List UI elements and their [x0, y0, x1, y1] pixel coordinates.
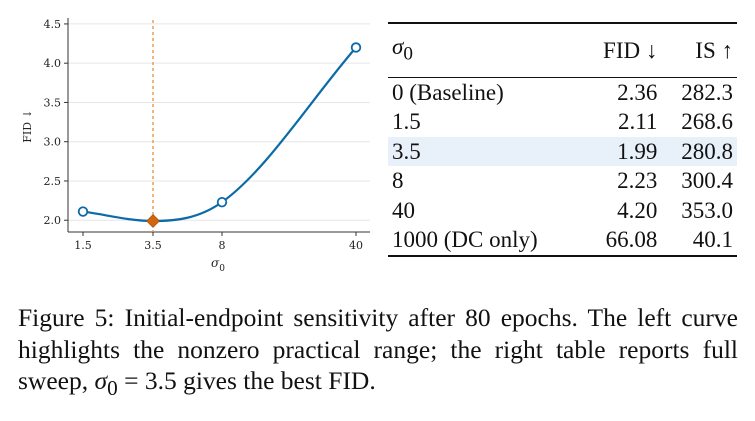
table-row: 0 (Baseline) 2.36 282.3	[388, 77, 737, 107]
header-is: IS ↑	[695, 37, 733, 63]
y-tick-label: 4.5	[44, 18, 62, 31]
caption-text: Figure 5: Initial-endpoint sensitivity a…	[18, 303, 745, 395]
gridlines	[68, 23, 370, 221]
cell-fid: 1.99	[582, 136, 662, 167]
y-tick-label: 3.5	[44, 96, 62, 109]
table-row-highlighted: 3.5 1.99 280.8	[388, 136, 737, 167]
axes: 2.0 2.5 3.0 3.5 4.0 4.5 1.5 3.5 8 40	[44, 18, 370, 252]
x-axis-label-subscript: 0	[219, 264, 225, 274]
cell-fid: 4.20	[617, 197, 658, 223]
caption-sigma: σ	[94, 366, 108, 395]
cell-sigma: 8	[392, 168, 404, 194]
caption-sigma-sub: 0	[107, 376, 118, 401]
cell-fid: 2.23	[617, 168, 658, 194]
data-points	[77, 42, 362, 228]
caption-text-end: gives the best FID.	[176, 366, 376, 395]
data-point-1.5	[77, 206, 89, 217]
cell-is: 268.6	[681, 109, 733, 135]
y-tick-label: 4.0	[44, 57, 62, 70]
header-fid: FID ↓	[603, 37, 658, 63]
table-row: 1.5 2.11 268.6	[388, 107, 737, 137]
table-header-row: σ0 FID ↓ IS ↑	[388, 23, 737, 78]
cell-sigma: 40	[392, 197, 415, 223]
cell-is: 353.0	[681, 197, 733, 223]
fid-sensitivity-chart: 2.0 2.5 3.0 3.5 4.0 4.5 1.5 3.5 8 40 FID ↓ σ0	[21, 18, 370, 274]
table-row: 8 2.23 300.4	[388, 166, 737, 196]
y-axis-label: FID ↓	[21, 109, 34, 143]
x-axis-label-symbol: σ	[211, 256, 220, 270]
header-sigma: σ0	[392, 34, 413, 65]
cell-is: 40.1	[692, 227, 733, 253]
cell-is: 282.3	[681, 79, 733, 105]
cell-fid: 66.08	[605, 227, 658, 253]
best-fid-diamond	[146, 214, 160, 228]
y-tick-label: 2.5	[44, 175, 62, 188]
x-tick-label: 3.5	[144, 239, 162, 252]
x-axis-label: σ0	[211, 256, 225, 274]
x-tick-label: 8	[219, 239, 226, 252]
table-row: 1000 (DC only) 66.08 40.1	[388, 225, 737, 256]
cell-fid: 2.11	[617, 109, 658, 135]
caption-equation: = 3.5	[117, 366, 177, 395]
y-tick-label: 2.0	[44, 214, 62, 227]
table-row: 40 4.20 353.0	[388, 196, 737, 226]
x-tick-label: 40	[349, 239, 363, 252]
x-tick-label: 1.5	[74, 239, 92, 252]
cell-sigma: 1000 (DC only)	[392, 227, 538, 253]
cell-is: 280.8	[661, 136, 737, 167]
cell-is: 300.4	[681, 168, 733, 194]
cell-sigma: 1.5	[392, 109, 421, 135]
fid-curve-line	[82, 46, 357, 223]
sigma-sweep-table: σ0 FID ↓ IS ↑ 0 (Baseline) 2.36 282.3 1.5 2…	[388, 22, 737, 257]
cell-sigma: 3.5	[388, 136, 583, 167]
data-point-8	[216, 196, 228, 208]
cell-sigma: 0 (Baseline)	[392, 79, 504, 105]
data-point-40	[350, 42, 362, 53]
fid-curve	[82, 46, 357, 223]
figure-caption: Figure 5: Initial-endpoint sensitivity a…	[18, 302, 738, 405]
y-tick-label: 3.0	[44, 136, 62, 149]
cell-fid: 2.36	[617, 79, 658, 105]
